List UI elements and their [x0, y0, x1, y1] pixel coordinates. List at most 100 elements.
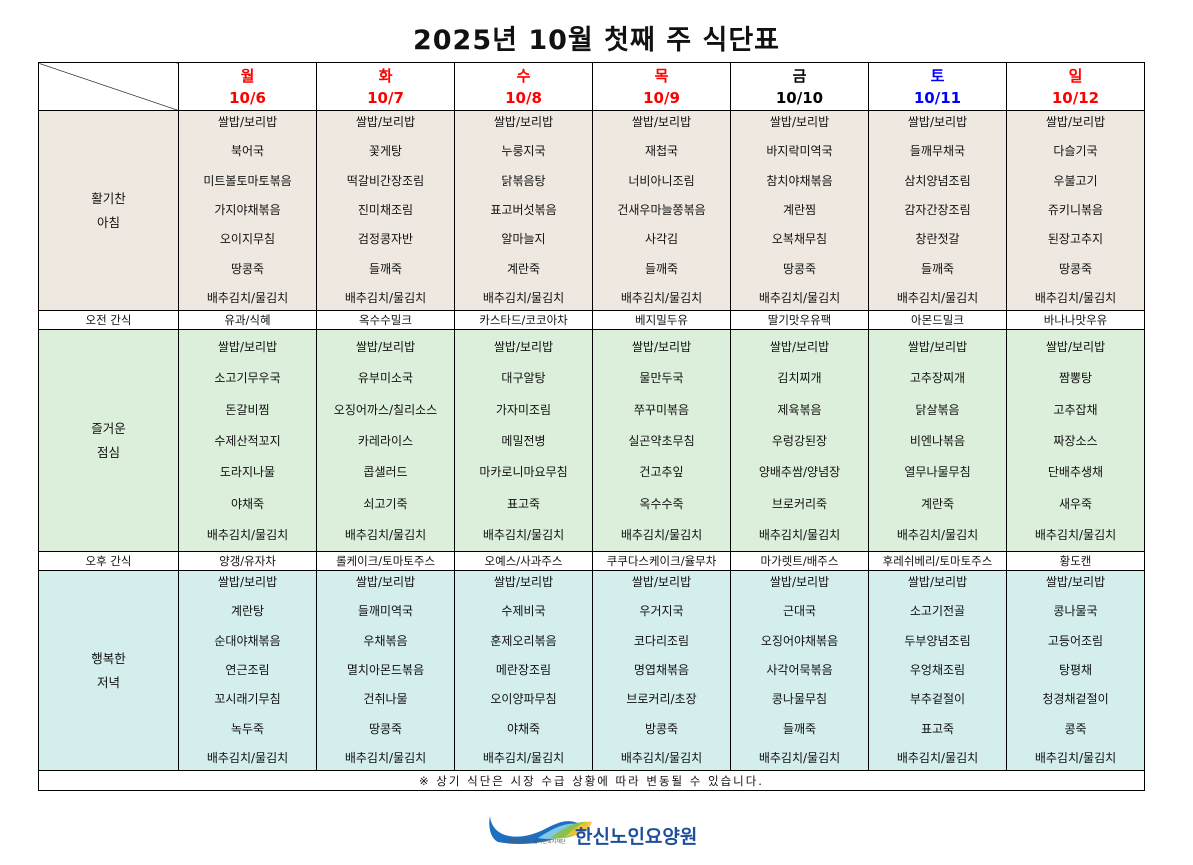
- menu-item: 배추김치/물김치: [344, 290, 427, 305]
- menu-item: 닭살볶음: [915, 402, 960, 417]
- day-header: 일 10/12: [1006, 62, 1145, 111]
- menu-item: 부추겉절이: [909, 692, 966, 707]
- menu-list: 쌀밥/보리밥 들깨미역국 우채볶음 멸치아몬드볶음 건취나물 땅콩죽 배추김치/물김치: [317, 571, 454, 770]
- menu-item: 야채죽: [230, 496, 265, 511]
- pm_snack-label: 오후 간식: [38, 551, 179, 571]
- menu-item: 배추김치/물김치: [620, 527, 703, 542]
- am_snack-cell: 바나나맛우유: [1006, 310, 1145, 330]
- menu-item: 들깨죽: [368, 261, 403, 276]
- menu-item: 삼치양념조림: [904, 173, 971, 188]
- menu-item: 누룽지국: [501, 144, 546, 159]
- am_snack-cell: 카스타드/코코아차: [454, 310, 593, 330]
- menu-item: 쌀밥/보리밥: [217, 340, 278, 354]
- menu-item: 야채죽: [506, 721, 541, 736]
- dinner-label: 행복한 저녁: [38, 570, 179, 771]
- menu-item: 오징어야채볶음: [760, 633, 839, 648]
- menu-item: 청경채겉절이: [1042, 692, 1109, 707]
- menu-item: 들깨무채국: [909, 144, 966, 159]
- menu-item: 배추김치/물김치: [206, 750, 289, 765]
- menu-item: 코다리조림: [633, 633, 690, 648]
- menu-item: 실곤약초무침: [628, 433, 695, 448]
- lunch-label: 즐거운 점심: [38, 329, 179, 552]
- am_snack-label: 오전 간식: [38, 310, 179, 330]
- menu-item: 들깨죽: [782, 721, 817, 736]
- menu-item: 쌀밥/보리밥: [769, 340, 830, 354]
- weekday: 토: [930, 66, 945, 85]
- menu-item: 열무나물무침: [904, 465, 971, 480]
- menu-item: 가지야채볶음: [214, 202, 281, 217]
- menu-item: 훈제오리볶음: [490, 633, 557, 648]
- weekday: 일: [1068, 66, 1083, 85]
- menu-item: 알마늘지: [501, 232, 546, 247]
- menu-item: 쌀밥/보리밥: [493, 575, 554, 589]
- menu-item: 새우죽: [1058, 496, 1093, 511]
- label-line: 점심: [96, 444, 120, 460]
- am_snack-cell: 아몬드밀크: [868, 310, 1007, 330]
- menu-list: 쌀밥/보리밥 북어국 미트볼토마토볶음 가지야채볶음 오이지무침 땅콩죽 배추김치/물김치: [179, 111, 316, 310]
- day-header: 토 10/11: [868, 62, 1007, 111]
- menu-item: 소고기전골: [909, 604, 966, 619]
- breakfast-cell: 쌀밥/보리밥 다슬기국 우불고기 쥬키니볶음 된장고추지 땅콩죽 배추김치/물김치: [1006, 110, 1145, 311]
- menu-item: 양배추쌈/양념장: [758, 465, 841, 480]
- menu-item: 배추김치/물김치: [344, 527, 427, 542]
- menu-item: 옥수수죽: [639, 496, 684, 511]
- date: 10/6: [229, 88, 266, 107]
- menu-item: 근대국: [782, 604, 817, 619]
- menu-list: 쌀밥/보리밥 다슬기국 우불고기 쥬키니볶음 된장고추지 땅콩죽 배추김치/물김치: [1007, 111, 1144, 310]
- dinner-cell: 쌀밥/보리밥 수제비국 훈제오리볶음 메란장조림 오이양파무침 야채죽 배추김치/물김치: [454, 570, 593, 771]
- menu-item: 소고기무우국: [214, 371, 281, 386]
- menu-list: 쌀밥/보리밥 누룽지국 닭볶음탕 표고버섯볶음 알마늘지 계란죽 배추김치/물김치: [455, 111, 592, 310]
- menu-item: 쌀밥/보리밥: [631, 575, 692, 589]
- menu-item: 명엽채볶음: [633, 662, 690, 677]
- menu-item: 쌀밥/보리밥: [907, 575, 968, 589]
- menu-item: 제육볶음: [777, 402, 822, 417]
- menu-item: 오복채무침: [771, 232, 828, 247]
- menu-item: 표고버섯볶음: [490, 202, 557, 217]
- menu-item: 콥샐러드: [363, 465, 408, 480]
- corner-cell: [38, 62, 179, 111]
- pm_snack-cell: 황도캔: [1006, 551, 1145, 571]
- date: 10/12: [1051, 88, 1100, 107]
- breakfast-cell: 쌀밥/보리밥 북어국 미트볼토마토볶음 가지야채볶음 오이지무침 땅콩죽 배추김치/물김치: [178, 110, 317, 311]
- menu-item: 배추김치/물김치: [896, 527, 979, 542]
- menu-item: 창란젓갈: [915, 232, 960, 247]
- menu-item: 들깨죽: [920, 261, 955, 276]
- menu-item: 들깨죽: [644, 261, 679, 276]
- menu-item: 단배추생채: [1047, 465, 1104, 480]
- menu-list: 쌀밥/보리밥 물만두국 쭈꾸미볶음 실곤약초무침 건고추잎 옥수수죽 배추김치/물김치: [593, 330, 730, 551]
- menu-item: 도라지나물: [219, 465, 276, 480]
- logo-name: 한신노인요양원: [575, 826, 698, 848]
- menu-item: 짬뽕탕: [1058, 371, 1093, 386]
- menu-item: 배추김치/물김치: [1034, 750, 1117, 765]
- menu-item: 우렁강된장: [771, 433, 828, 448]
- footer-note: ※ 상기 식단은 시장 수급 상황에 따라 변동될 수 있습니다.: [38, 770, 1145, 791]
- dinner-cell: 쌀밥/보리밥 소고기전골 두부양념조림 우엉채조림 부추겉절이 표고죽 배추김치/물김치: [868, 570, 1007, 771]
- menu-item: 비엔나볶음: [909, 433, 966, 448]
- label-line: 아침: [96, 214, 120, 230]
- menu-item: 쌀밥/보리밥: [631, 115, 692, 129]
- menu-item: 너비아니조림: [628, 173, 695, 188]
- day-header: 화 10/7: [316, 62, 455, 111]
- am_snack-cell: 유과/식혜: [178, 310, 317, 330]
- menu-list: 쌀밥/보리밥 수제비국 훈제오리볶음 메란장조림 오이양파무침 야채죽 배추김치/물김치: [455, 571, 592, 770]
- breakfast-label: 활기찬 아침: [38, 110, 179, 311]
- menu-item: 건새우마늘쫑볶음: [617, 202, 706, 217]
- menu-list: 쌀밥/보리밥 콩나물국 고등어조림 탕평채 청경채겉절이 콩죽 배추김치/물김치: [1007, 571, 1144, 770]
- menu-item: 브로커리/초장: [626, 692, 697, 707]
- menu-item: 북어국: [230, 144, 265, 159]
- menu-item: 쌀밥/보리밥: [355, 115, 416, 129]
- weekday: 목: [654, 66, 669, 85]
- header-row: 월 10/6 화 10/7 수 10/8 목 10/9 금 10/10 토 10/11 일 10/12: [38, 62, 1145, 111]
- dinner-cell: 쌀밥/보리밥 콩나물국 고등어조림 탕평채 청경채겉절이 콩죽 배추김치/물김치: [1006, 570, 1145, 771]
- lunch-cell: 쌀밥/보리밥 대구알탕 가자미조림 메밀전병 마카로니마요무침 표고죽 배추김치/물김치: [454, 329, 593, 552]
- pm_snack-cell: 양갱/유자차: [178, 551, 317, 571]
- lunch-cell: 쌀밥/보리밥 고추장찌개 닭살볶음 비엔나볶음 열무나물무침 계란죽 배추김치/물김치: [868, 329, 1007, 552]
- menu-item: 참치야채볶음: [766, 173, 833, 188]
- pm_snack-cell: 마가렛트/배주스: [730, 551, 869, 571]
- breakfast-cell: 쌀밥/보리밥 들깨무채국 삼치양념조림 감자간장조림 창란젓갈 들깨죽 배추김치/물김치: [868, 110, 1007, 311]
- menu-list: 쌀밥/보리밥 재첩국 너비아니조림 건새우마늘쫑볶음 사각김 들깨죽 배추김치/물김치: [593, 111, 730, 310]
- menu-item: 메밀전병: [501, 433, 546, 448]
- menu-item: 쌀밥/보리밥: [769, 115, 830, 129]
- menu-item: 쌀밥/보리밥: [907, 340, 968, 354]
- menu-item: 사각어묵볶음: [766, 662, 833, 677]
